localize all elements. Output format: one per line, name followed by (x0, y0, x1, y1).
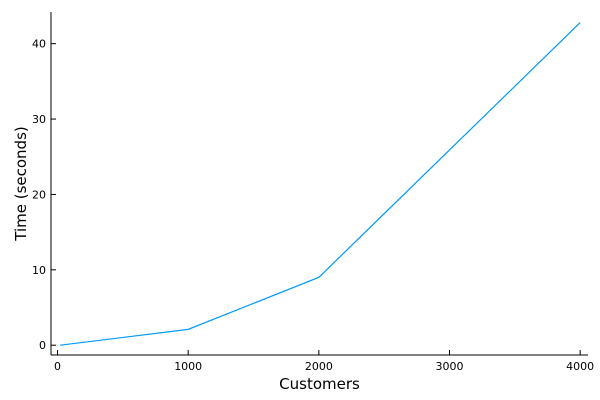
x-tick-label: 1000 (174, 360, 202, 373)
x-tick-label: 2000 (305, 360, 333, 373)
series-layer (60, 22, 581, 346)
y-axis-label: Time (seconds) (12, 126, 30, 242)
x-tick-label: 3000 (436, 360, 464, 373)
x-tick-label: 0 (54, 360, 61, 373)
plot-area: 0 1000 2000 3000 4000 0 10 20 30 40 (32, 12, 594, 373)
y-tick-label: 20 (32, 188, 46, 201)
y-tick-label: 10 (32, 264, 46, 277)
x-axis-label: Customers (279, 375, 360, 393)
x-axis-ticks: 0 1000 2000 3000 4000 (54, 350, 594, 373)
y-axis-ticks: 0 10 20 30 40 (32, 38, 56, 352)
y-tick-label: 30 (32, 113, 46, 126)
series-line (60, 22, 581, 346)
y-tick-label: 0 (39, 339, 46, 352)
y-tick-label: 40 (32, 38, 46, 51)
x-tick-label: 4000 (566, 360, 594, 373)
